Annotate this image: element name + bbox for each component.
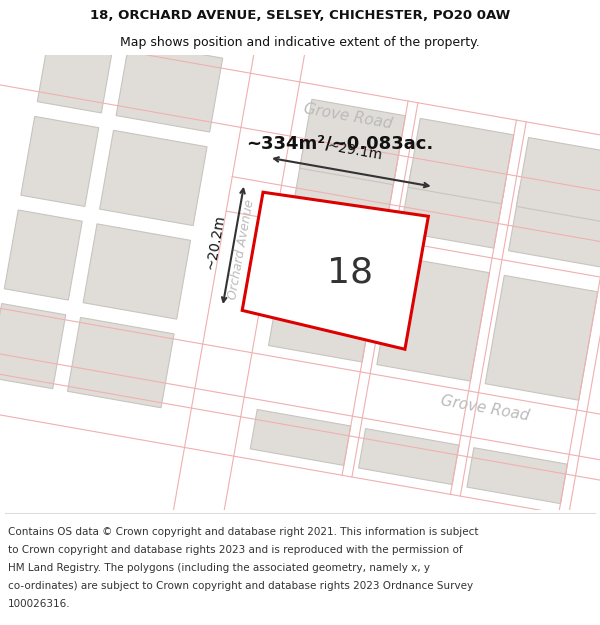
- Polygon shape: [0, 304, 66, 389]
- Text: Contains OS data © Crown copyright and database right 2021. This information is : Contains OS data © Crown copyright and d…: [8, 527, 479, 537]
- Polygon shape: [0, 0, 121, 171]
- Text: to Crown copyright and database rights 2023 and is reproduced with the permissio: to Crown copyright and database rights 2…: [8, 545, 463, 555]
- Polygon shape: [37, 28, 115, 113]
- Polygon shape: [0, 298, 600, 464]
- Polygon shape: [467, 448, 568, 504]
- Polygon shape: [300, 99, 406, 185]
- Polygon shape: [400, 168, 505, 248]
- Text: co-ordinates) are subject to Crown copyright and database rights 2023 Ordnance S: co-ordinates) are subject to Crown copyr…: [8, 581, 473, 591]
- Polygon shape: [292, 149, 397, 229]
- Polygon shape: [485, 276, 598, 400]
- Text: HM Land Registry. The polygons (including the associated geometry, namely x, y: HM Land Registry. The polygons (includin…: [8, 563, 430, 573]
- Text: ~20.2m: ~20.2m: [204, 214, 227, 271]
- Polygon shape: [242, 192, 428, 349]
- Polygon shape: [21, 116, 99, 206]
- Polygon shape: [100, 130, 207, 226]
- Polygon shape: [268, 237, 381, 362]
- Polygon shape: [116, 42, 223, 132]
- Polygon shape: [176, 0, 313, 501]
- Polygon shape: [509, 187, 600, 268]
- Polygon shape: [408, 118, 514, 204]
- Text: ~29.1m: ~29.1m: [326, 139, 384, 162]
- Polygon shape: [250, 409, 351, 466]
- Text: Map shows position and indicative extent of the property.: Map shows position and indicative extent…: [120, 36, 480, 49]
- Text: Grove Road: Grove Road: [303, 101, 394, 131]
- Polygon shape: [67, 318, 174, 408]
- Text: 18, ORCHARD AVENUE, SELSEY, CHICHESTER, PO20 0AW: 18, ORCHARD AVENUE, SELSEY, CHICHESTER, …: [90, 9, 510, 22]
- Polygon shape: [83, 224, 191, 319]
- Text: Grove Road: Grove Road: [439, 393, 530, 424]
- Text: 18: 18: [326, 255, 373, 289]
- Polygon shape: [377, 256, 490, 381]
- Polygon shape: [359, 429, 459, 484]
- Polygon shape: [0, 362, 600, 523]
- Polygon shape: [4, 210, 82, 300]
- Text: 100026316.: 100026316.: [8, 599, 71, 609]
- Text: ~334m²/~0.083ac.: ~334m²/~0.083ac.: [247, 134, 434, 152]
- Text: Orchard Avenue: Orchard Avenue: [227, 198, 257, 301]
- Polygon shape: [517, 138, 600, 223]
- Polygon shape: [0, 28, 600, 203]
